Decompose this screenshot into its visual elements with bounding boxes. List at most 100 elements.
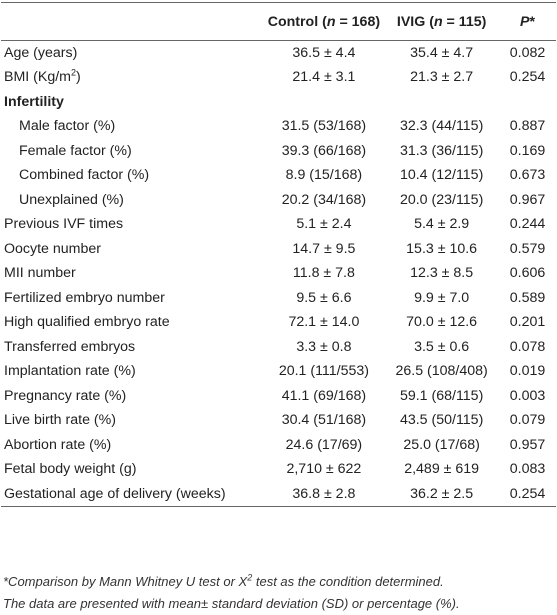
table-row: MII number 11.8 ± 7.8 12.3 ± 8.5 0.606 [1,261,556,286]
control-value: 3.3 ± 0.8 [296,338,352,355]
row-label: BMI (Kg/m [4,69,72,86]
row-label: 2 [71,67,77,78]
control-value: 39.3 (66/168) [281,142,367,159]
header-text: Control ( [267,13,327,30]
row-label: Gestational age of delivery (weeks) [4,485,226,502]
table-row: Gestational age of delivery (weeks) 36.8 … [1,482,556,507]
footnote-text: test as the condition determined. [252,574,444,589]
ivig-value: 10.4 (12/115) [399,167,484,184]
ivig-value: 9.9 ± 7.0 [414,289,470,306]
control-value: 8.9 (15/168) [285,167,363,184]
row-label-cell: Age (years) [1,41,264,66]
footnote-text: 2 [247,572,253,583]
row-label: Unexplained (%) [19,191,124,208]
row-label-cell: Fetal body weight (g) [1,457,264,482]
p-value: 0.589 [509,289,546,306]
ivig-value: 25.0 (17/68) [403,436,480,453]
header-cell: Control (n = 168) [264,3,385,41]
row-label: Implantation rate (%) [4,363,136,380]
ivig-value: 32.3 (44/115) [399,118,484,135]
p-value: 0.079 [509,412,546,429]
table-row: Abortion rate (%) 24.6 (17/69) 25.0 (17/68… [1,433,556,458]
table-row: Combined factor (%) 8.9 (15/168) 10.4 (12/… [1,163,556,188]
ivig-value: 5.4 ± 2.9 [414,216,470,233]
row-label-cell: Implantation rate (%) [1,359,264,384]
table-row: High qualified embryo rate 72.1 ± 14.0 70.… [1,310,556,335]
row-label-cell: BMI (Kg/m2) [1,65,264,90]
row-label: Transferred embryos [4,338,136,355]
p-value: 0.019 [509,363,546,380]
control-value: 41.1 (69/168) [281,387,367,404]
row-label-cell: Combined factor (%) [1,163,264,188]
control-value: 11.8 ± 7.8 [292,265,355,282]
ivig-value: 20.0 (23/115) [399,191,484,208]
footnote: The data are presented with mean± standa… [3,596,460,611]
row-label: Live birth rate (%) [4,412,116,429]
row-label-cell: Previous IVF times [1,212,264,237]
table-row: Unexplained (%) 20.2 (34/168) 20.0 (23/115… [1,188,556,213]
ivig-value: 3.5 ± 0.6 [414,338,470,355]
p-value: 0.606 [509,265,546,282]
p-value: 0.201 [509,314,546,331]
control-value: 30.4 (51/168) [281,412,367,429]
row-label: High qualified embryo rate [4,314,170,331]
control-value: 36.5 ± 4.4 [292,45,356,61]
p-value: 0.967 [509,191,546,208]
row-label: Pregnancy rate (%) [4,387,127,404]
table-row: Age (years) 36.5 ± 4.4 35.4 ± 4.7 0.082 [1,41,556,66]
ivig-value: 59.1 (68/115) [399,387,484,404]
table-body: Age (years) 36.5 ± 4.4 35.4 ± 4.7 0.082 BMI … [1,41,556,507]
control-value: 24.6 (17/69) [285,436,363,453]
header-cell: P* [499,3,556,41]
row-label: Combined factor (%) [19,167,150,184]
ivig-value: 70.0 ± 12.6 [406,314,478,331]
control-value: 14.7 ± 9.5 [292,240,356,257]
header-blank [1,3,264,41]
header-text: P [520,13,530,30]
control-value: 31.5 (53/168) [281,118,367,135]
p-value: 0.082 [509,45,546,61]
p-value: 0.003 [509,387,546,404]
p-value: 0.083 [509,461,546,478]
data-table: Control (n = 168) IVIG (n = 115) P* Age … [1,2,556,507]
table-row: BMI (Kg/m2) 21.4 ± 3.1 21.3 ± 2.7 0.254 [1,65,556,90]
table-row: Transferred embryos 3.3 ± 0.8 3.5 ± 0.6 0.0… [1,335,556,360]
row-label: MII number [4,265,76,282]
row-label: Fetal body weight (g) [4,461,137,478]
row-label-cell: High qualified embryo rate [1,310,264,335]
row-label-cell: Pregnancy rate (%) [1,384,264,409]
header-text: = 168) [335,13,381,30]
row-label-cell: Male factor (%) [1,114,264,139]
header-text: IVIG ( [396,13,434,30]
control-value: 9.5 ± 6.6 [296,289,352,306]
row-label-cell: Gestational age of delivery (weeks) [1,482,264,507]
header-text: * [529,13,536,30]
row-label: Male factor (%) [19,118,116,135]
table-row: Fertilized embryo number 9.5 ± 6.6 9.9 ± 7… [1,286,556,311]
row-label-cell: MII number [1,261,264,286]
table-row: Oocyte number 14.7 ± 9.5 15.3 ± 10.6 0.579 [1,237,556,262]
control-value: 5.1 ± 2.4 [296,216,352,233]
ivig-value: 43.5 (50/115) [399,412,484,429]
p-value: 0.254 [509,485,546,502]
header-text: n [433,13,443,30]
ivig-value: 2,489 ± 619 [404,461,480,478]
table-row: Fetal body weight (g) 2,710 ± 622 2,489 ± … [1,457,556,482]
header-row: Control (n = 168) IVIG (n = 115) P* [1,2,556,41]
row-label: Fertilized embryo number [4,289,165,306]
control-value: 2,710 ± 622 [286,461,362,478]
table-row: Previous IVF times 5.1 ± 2.4 5.4 ± 2.9 0.24… [1,212,556,237]
footnote: *Comparison by Mann Whitney U test or X2… [3,572,444,589]
p-value: 0.957 [509,436,546,453]
ivig-value: 12.3 ± 8.5 [410,265,474,282]
row-label: Age (years) [4,45,78,61]
control-value: 20.2 (34/168) [281,191,367,208]
table-row: Male factor (%) 31.5 (53/168) 32.3 (44/115… [1,114,556,139]
ivig-value: 35.4 ± 4.7 [410,45,474,61]
header-cell: IVIG (n = 115) [384,3,499,41]
footnote-text: The data are presented with mean± standa… [3,596,460,611]
ivig-value: 21.3 ± 2.7 [410,69,474,86]
row-label: Abortion rate (%) [4,436,112,453]
p-value: 0.244 [509,216,546,233]
